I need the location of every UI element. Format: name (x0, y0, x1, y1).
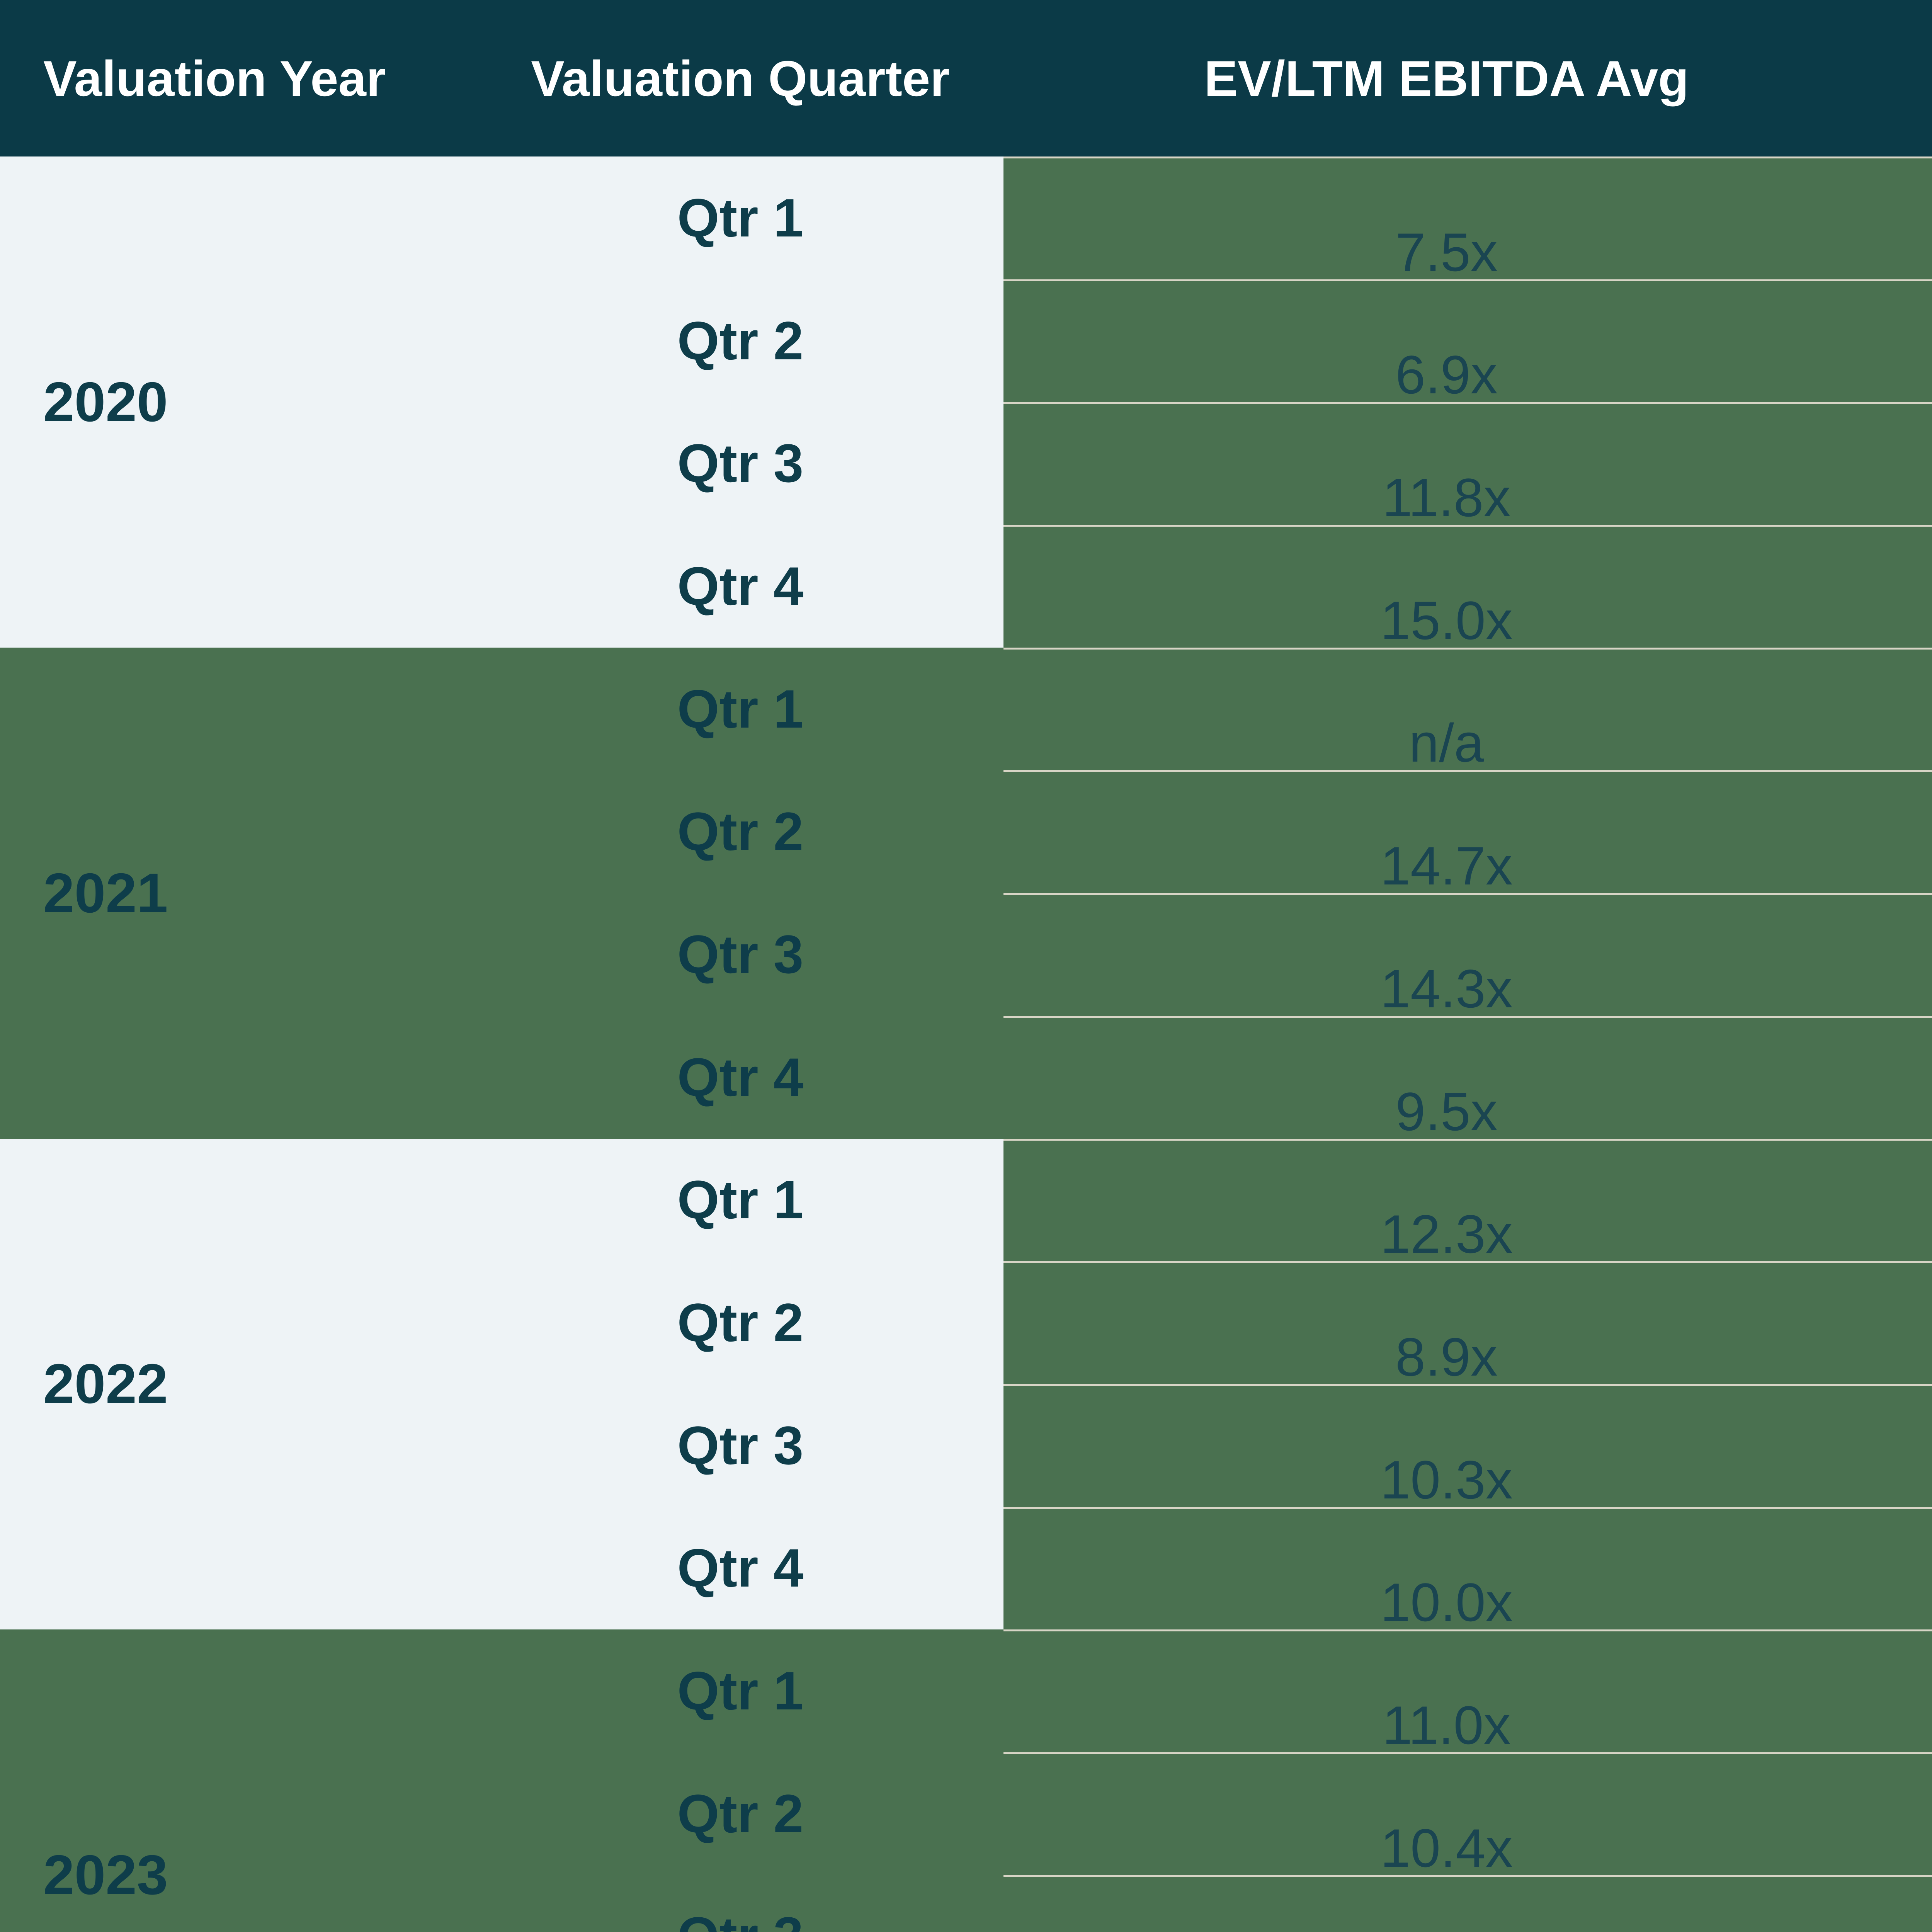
quarter-label: Qtr 3 (677, 923, 804, 985)
deals-value: 6 (1889, 525, 1932, 648)
ebitda-value: 10.4x (1003, 1752, 1889, 1875)
deals-value: 12 (1889, 1629, 1932, 1752)
deals-value: 8 (1889, 770, 1932, 893)
deals-value: 7 (1889, 1015, 1932, 1139)
quarter-label: Qtr 1 (677, 1169, 804, 1230)
deals-value: 5 (1889, 1261, 1932, 1384)
deals-value: 9 (1889, 893, 1932, 1016)
header-valuation-quarter: Valuation Quarter (477, 0, 1003, 156)
deals-value: 8 (1889, 1507, 1932, 1630)
quarter-label: Qtr 2 (677, 1292, 804, 1353)
quarter-label: Qtr 4 (677, 1537, 804, 1599)
header-ev-ltm-ebitda-avg: EV/LTM EBITDA Avg (1003, 0, 1889, 156)
deals-value: 3 (1889, 647, 1932, 770)
year-label: 2020 (43, 370, 168, 433)
year-group-highlight (0, 1138, 1003, 1630)
quarter-label: Qtr 1 (677, 187, 804, 248)
ebitda-value: 14.3x (1003, 893, 1889, 1016)
ebitda-value: 12.3x (1003, 1138, 1889, 1262)
deals-value: 12 (1889, 1752, 1932, 1875)
quarter-label: Qtr 2 (677, 1783, 804, 1844)
header-num-of-deals: # of Deals (1889, 0, 1932, 156)
deals-value: 7 (1889, 1384, 1932, 1507)
ebitda-value: 11.0x (1003, 1629, 1889, 1752)
ebitda-value: 15.0x (1003, 525, 1889, 648)
ebitda-value: 6.9x (1003, 279, 1889, 402)
quarter-label: Qtr 1 (677, 1660, 804, 1721)
deals-value: 9 (1889, 402, 1932, 525)
deals-value: 17 (1889, 156, 1932, 279)
ebitda-value: 9.5x (1003, 1015, 1889, 1139)
ebitda-value: 10.8x (1003, 1875, 1889, 1932)
ebitda-value: 14.7x (1003, 770, 1889, 893)
year-group-highlight (0, 156, 1003, 648)
quarter-label: Qtr 3 (477, 1875, 1003, 1932)
year-label: 2023 (43, 1844, 168, 1906)
quarter-label: Qtr 1 (677, 678, 804, 739)
quarter-label: Qtr 4 (677, 555, 804, 616)
ebitda-value: 10.0x (1003, 1507, 1889, 1630)
year-label: 2021 (43, 861, 168, 924)
ebitda-value: 11.8x (1003, 402, 1889, 525)
year-label: 2022 (43, 1352, 168, 1415)
deals-value: 15 (1889, 1875, 1932, 1932)
quarter-label: Qtr 3 (677, 433, 804, 494)
quarter-label: Qtr 2 (677, 801, 804, 862)
ebitda-value: n/a (1003, 647, 1889, 770)
ebitda-value: 7.5x (1003, 156, 1889, 279)
deals-value: 6 (1889, 1138, 1932, 1262)
quarter-label: Qtr 4 (677, 1046, 804, 1107)
quarter-label: Qtr 3 (677, 1415, 804, 1476)
ebitda-value: 8.9x (1003, 1261, 1889, 1384)
quarter-label: Qtr 2 (677, 310, 804, 371)
ebitda-value: 10.3x (1003, 1384, 1889, 1507)
header-valuation-year: Valuation Year (0, 0, 477, 156)
deals-value: 13 (1889, 279, 1932, 402)
